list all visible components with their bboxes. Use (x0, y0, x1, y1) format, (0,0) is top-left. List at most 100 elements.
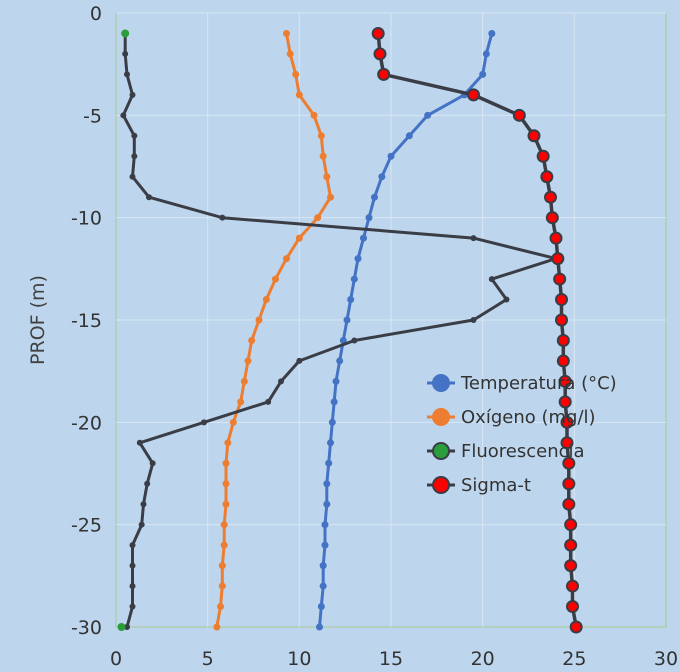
fluorescencia-point (124, 71, 130, 78)
fluorescencia-point (146, 194, 152, 201)
temperatura-point (323, 500, 331, 508)
y-tick-label: -30 (71, 617, 102, 639)
oxigeno-point (218, 582, 226, 590)
fluorescencia-point (488, 276, 495, 283)
oxigeno-point (319, 152, 327, 160)
sigma-t-point (549, 231, 563, 245)
sigma-t-point (564, 518, 578, 532)
sigma-t-point (564, 559, 578, 573)
fluorescencia-point (136, 439, 143, 446)
temperatura-point (323, 480, 331, 488)
sigma-t-point (512, 108, 526, 122)
temperatura-point (350, 275, 358, 283)
oxigeno-point (224, 439, 232, 447)
x-tick-label: 30 (654, 648, 678, 670)
oxigeno-point (255, 316, 263, 324)
oxigeno-point (218, 562, 226, 570)
fluorescencia-point (131, 132, 138, 139)
oxigeno-point (327, 193, 334, 201)
legend-marker (432, 442, 450, 460)
oxigeno-point (317, 132, 325, 140)
fluorescencia-line (121, 33, 558, 628)
oxigeno-point (244, 357, 252, 365)
sigma-t-point (569, 620, 583, 634)
oxigeno-point (222, 480, 230, 488)
oxigeno-point (295, 234, 303, 242)
temperatura-point (347, 296, 355, 304)
sigma-t-point (544, 190, 557, 204)
x-tick-label: 5 (202, 648, 214, 670)
sigma-t-point (566, 600, 579, 614)
temperatura-point (482, 50, 490, 58)
sigma-t-point (566, 579, 579, 593)
temperatura-point (332, 377, 340, 385)
y-tick-label: -5 (83, 105, 102, 127)
y-tick-label: -15 (71, 310, 102, 332)
y-axis-title: PROF (m) (27, 275, 49, 365)
temperatura-point (319, 582, 327, 590)
fluorescencia-point (149, 460, 156, 467)
oxigeno-point (283, 29, 290, 37)
fluorescencia-point (129, 91, 136, 98)
sigma-t-point (560, 415, 574, 429)
legend[interactable]: Temperatura (°C) Oxígeno (mg/l) Fluorescen… (427, 373, 617, 496)
temperatura-point (424, 111, 432, 119)
oxigeno-point (262, 296, 270, 304)
y-tick-label: 0 (90, 3, 102, 25)
sigma-t-point (527, 129, 541, 143)
fluorescencia-point (265, 398, 272, 405)
fluorescencia-point (470, 317, 477, 323)
sigma-t-point (560, 436, 574, 450)
fluorescencia-point (129, 603, 136, 610)
temperatura-point (316, 623, 323, 631)
oxigeno-point (295, 91, 303, 99)
temperatura-point (387, 152, 395, 160)
fluorescencia-point (120, 112, 127, 119)
temperatura-point (336, 357, 344, 365)
fluorescencia-point (124, 624, 130, 630)
fluorescencia-point (201, 419, 207, 426)
legend-label: Fluorescencia (461, 441, 585, 462)
axis-ticks: 0 -5 -10 -15 -20 -25 -30 0 5 10 15 20 25 30 (71, 3, 678, 670)
legend-marker (432, 374, 450, 392)
fluorescencia-point (122, 50, 129, 57)
sigma-t-point (540, 170, 554, 184)
sigma-t-point (562, 497, 576, 511)
sigma-t-point (371, 26, 385, 40)
fluorescencia-point (219, 214, 226, 221)
legend-label: Sigma-t (461, 475, 531, 496)
legend-label: Oxígeno (mg/l) (461, 407, 596, 428)
temperatura-point (321, 521, 329, 529)
fluorescencia-marker (117, 623, 126, 631)
fluorescencia-point (503, 296, 510, 303)
fluorescencia-point (129, 583, 136, 590)
fluorescencia-point (129, 542, 136, 549)
y-tick-label: -20 (71, 412, 102, 434)
oxigeno-point (240, 377, 248, 385)
oxigeno-point (237, 398, 245, 406)
sigma-t-point (373, 47, 387, 61)
sigma-t-point (556, 354, 570, 368)
fluorescencia-point (470, 235, 477, 242)
fluorescencia-point (144, 480, 151, 487)
oxigeno-point (314, 214, 322, 222)
x-tick-label: 20 (471, 648, 495, 670)
series-layer (117, 26, 583, 634)
oxigeno-point (283, 255, 290, 263)
fluorescencia-point (296, 357, 303, 364)
oxigeno-point (220, 521, 228, 529)
fluorescencia-point (351, 337, 358, 344)
fluorescencia-point (278, 378, 284, 385)
fluorescencia-marker (121, 29, 130, 38)
temperatura-point (378, 173, 386, 181)
legend-label: Temperatura (°C) (460, 373, 617, 394)
sigma-t-point (555, 313, 568, 327)
oxigeno-point (229, 418, 237, 426)
legend-marker (432, 408, 450, 426)
fluorescencia-point (131, 153, 138, 160)
fluorescencia-point (138, 521, 145, 528)
y-tick-label: -10 (71, 208, 102, 230)
oxigeno-point (272, 275, 279, 283)
temperatura-point (339, 336, 347, 344)
